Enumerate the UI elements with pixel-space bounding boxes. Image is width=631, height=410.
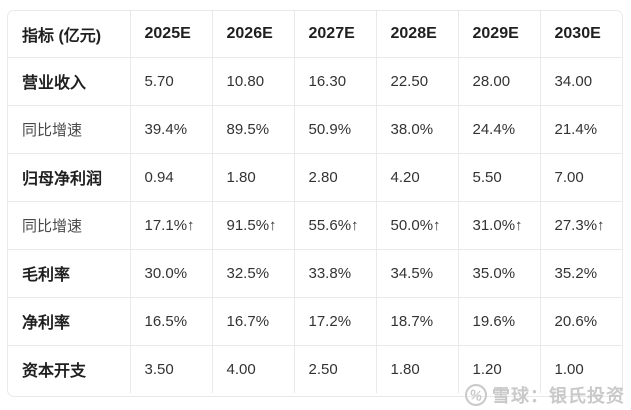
value-cell: 22.50: [375, 56, 459, 106]
header-2027e: 2027E: [293, 11, 377, 58]
value-cell: 35.0%: [457, 248, 541, 298]
value-cell: 4.20: [375, 152, 459, 202]
header-metric: 指标 (亿元): [8, 11, 131, 58]
header-2026e: 2026E: [211, 11, 295, 58]
value-cell: 10.80: [211, 56, 295, 106]
value-cell: 20.6%: [539, 296, 622, 346]
value-cell: 50.9%: [293, 104, 377, 154]
row-label: 净利率: [8, 296, 131, 346]
value-cell: 38.0%: [375, 104, 459, 154]
forecast-table-container: 指标 (亿元) 2025E 2026E 2027E 2028E 2029E 20…: [7, 10, 623, 397]
value-cell: 21.4%: [539, 104, 622, 154]
forecast-table: 指标 (亿元) 2025E 2026E 2027E 2028E 2029E 20…: [8, 11, 622, 394]
value-cell: 91.5%↑: [211, 200, 295, 250]
value-cell: 1.00: [539, 344, 622, 394]
value-cell: 17.1%↑: [129, 200, 213, 250]
value-cell: 24.4%: [457, 104, 541, 154]
header-2025e: 2025E: [129, 11, 213, 58]
value-cell: 50.0%↑: [375, 200, 459, 250]
row-label: 同比增速: [8, 104, 131, 154]
value-cell: 5.50: [457, 152, 541, 202]
table-row-net-margin: 净利率 16.5% 16.7% 17.2% 18.7% 19.6% 20.6%: [8, 296, 622, 346]
row-label: 营业收入: [8, 56, 131, 106]
value-cell: 16.30: [293, 56, 377, 106]
value-cell: 0.94: [129, 152, 213, 202]
header-row: 指标 (亿元) 2025E 2026E 2027E 2028E 2029E 20…: [8, 11, 622, 58]
row-label: 归母净利润: [8, 152, 131, 202]
value-cell: 55.6%↑: [293, 200, 377, 250]
table-row-profit-growth: 同比增速 17.1%↑ 91.5%↑ 55.6%↑ 50.0%↑ 31.0%↑ …: [8, 200, 622, 250]
value-cell: 3.50: [129, 344, 213, 394]
header-2029e: 2029E: [457, 11, 541, 58]
value-cell: 27.3%↑: [539, 200, 622, 250]
value-cell: 31.0%↑: [457, 200, 541, 250]
row-label: 同比增速: [8, 200, 131, 250]
value-cell: 35.2%: [539, 248, 622, 298]
value-cell: 16.7%: [211, 296, 295, 346]
value-cell: 33.8%: [293, 248, 377, 298]
table-row-net-profit: 归母净利润 0.94 1.80 2.80 4.20 5.50 7.00: [8, 152, 622, 202]
header-2028e: 2028E: [375, 11, 459, 58]
value-cell: 34.00: [539, 56, 622, 106]
value-cell: 16.5%: [129, 296, 213, 346]
value-cell: 2.50: [293, 344, 377, 394]
value-cell: 7.00: [539, 152, 622, 202]
value-cell: 17.2%: [293, 296, 377, 346]
value-cell: 34.5%: [375, 248, 459, 298]
value-cell: 1.20: [457, 344, 541, 394]
value-cell: 39.4%: [129, 104, 213, 154]
value-cell: 32.5%: [211, 248, 295, 298]
row-label: 毛利率: [8, 248, 131, 298]
table-row-gross-margin: 毛利率 30.0% 32.5% 33.8% 34.5% 35.0% 35.2%: [8, 248, 622, 298]
table-row-revenue-growth: 同比增速 39.4% 89.5% 50.9% 38.0% 24.4% 21.4%: [8, 104, 622, 154]
table-row-revenue: 营业收入 5.70 10.80 16.30 22.50 28.00 34.00: [8, 56, 622, 106]
value-cell: 1.80: [375, 344, 459, 394]
table-row-capex: 资本开支 3.50 4.00 2.50 1.80 1.20 1.00: [8, 344, 622, 394]
value-cell: 89.5%: [211, 104, 295, 154]
value-cell: 1.80: [211, 152, 295, 202]
value-cell: 18.7%: [375, 296, 459, 346]
value-cell: 30.0%: [129, 248, 213, 298]
value-cell: 28.00: [457, 56, 541, 106]
header-2030e: 2030E: [539, 11, 622, 58]
value-cell: 2.80: [293, 152, 377, 202]
value-cell: 5.70: [129, 56, 213, 106]
value-cell: 4.00: [211, 344, 295, 394]
value-cell: 19.6%: [457, 296, 541, 346]
row-label: 资本开支: [8, 344, 131, 394]
